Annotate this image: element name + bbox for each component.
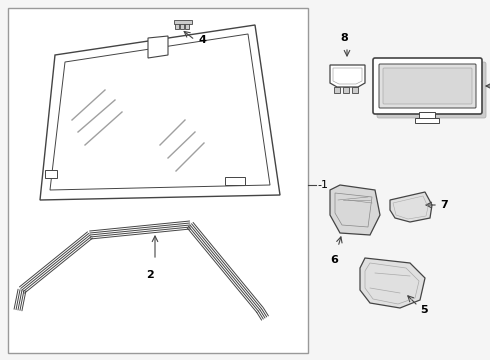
Polygon shape	[360, 258, 425, 308]
Text: 6: 6	[330, 255, 338, 265]
Bar	[225, 177, 245, 185]
Polygon shape	[40, 25, 280, 200]
Text: -1: -1	[317, 180, 328, 190]
Bar	[175, 22, 179, 29]
Bar	[185, 22, 189, 29]
Polygon shape	[390, 192, 432, 222]
FancyBboxPatch shape	[373, 58, 482, 114]
Bar	[8, 8, 308, 353]
Bar	[343, 87, 349, 93]
Bar	[352, 87, 358, 93]
Text: 8: 8	[340, 33, 348, 43]
Text: 2: 2	[146, 270, 154, 280]
Bar	[415, 118, 439, 123]
Bar	[419, 112, 435, 120]
Bar	[334, 87, 340, 93]
Polygon shape	[330, 185, 380, 235]
Text: 5: 5	[420, 305, 428, 315]
FancyBboxPatch shape	[379, 64, 476, 108]
Text: 4: 4	[198, 35, 206, 45]
Polygon shape	[330, 65, 365, 87]
Text: 7: 7	[440, 200, 448, 210]
FancyBboxPatch shape	[377, 62, 486, 118]
Bar	[174, 20, 192, 24]
FancyBboxPatch shape	[383, 68, 472, 104]
Bar	[45, 170, 57, 178]
Polygon shape	[148, 36, 168, 58]
Bar	[180, 22, 184, 29]
